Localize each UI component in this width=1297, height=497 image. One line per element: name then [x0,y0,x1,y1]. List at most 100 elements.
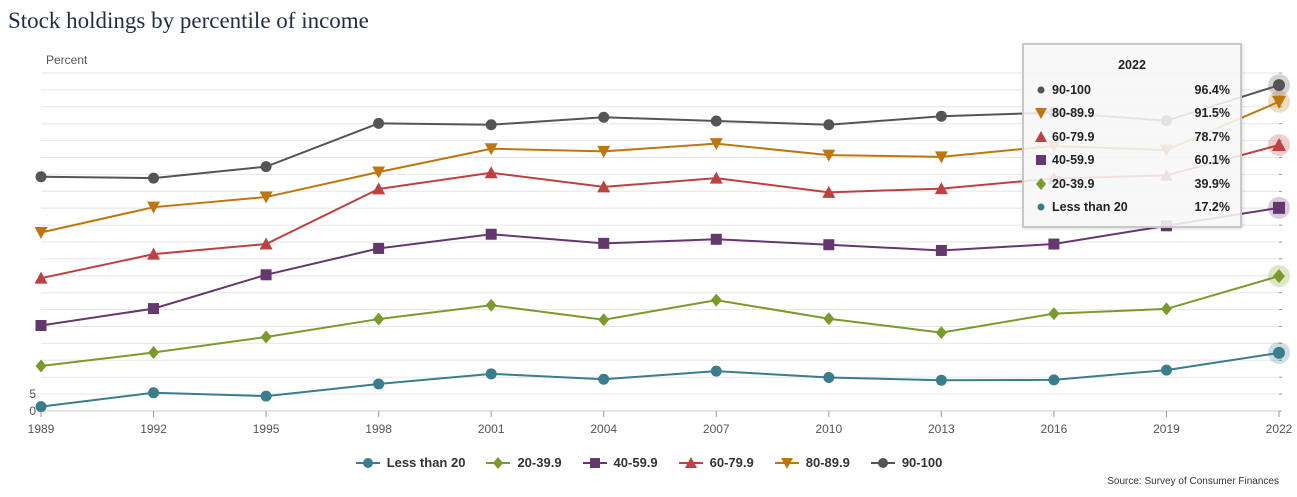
legend-triangle-down-icon [774,457,799,469]
data-point-90-100[interactable] [373,117,385,129]
data-point-80-89-9[interactable] [259,191,273,204]
tooltip: 2022 90-100 96.4% 80-89.9 91.5% 60-79.9 78.7%… [1022,43,1242,228]
data-point-less-than-20[interactable] [373,378,385,390]
legend-label: 80-89.9 [805,455,850,470]
data-point-less-than-20[interactable] [823,372,835,384]
legend-item[interactable]: 80-89.9 [774,455,850,470]
data-point-less-than-20[interactable] [148,387,160,399]
data-point-60-79-9[interactable] [822,185,836,198]
hover-point-40-59-9[interactable] [1273,201,1285,214]
data-point-40-59-9[interactable] [35,319,47,331]
data-point-40-59-9[interactable] [1048,238,1060,250]
hover-point-60-79-9[interactable] [1272,137,1286,151]
data-point-40-59-9[interactable] [260,269,272,281]
data-point-20-39-9[interactable] [373,312,385,326]
tooltip-row: 40-59.9 60.1% [1024,149,1240,173]
data-point-less-than-20[interactable] [35,401,47,413]
data-point-60-79-9[interactable] [709,171,723,184]
data-point-less-than-20[interactable] [1048,374,1060,386]
series-line-less-than-20 [40,351,1280,408]
data-point-40-59-9[interactable] [710,233,722,245]
data-point-80-89-9[interactable] [484,143,498,156]
data-point-60-79-9[interactable] [34,271,48,284]
data-point-less-than-20[interactable] [710,365,722,377]
tooltip-rows: 90-100 96.4% 80-89.9 91.5% 60-79.9 78.7% 40-59… [1024,78,1240,219]
series-line-20-39-9 [40,275,1280,368]
tooltip-row-label: 90-100 [1052,82,1091,97]
tooltip-row-label: 60-79.9 [1052,129,1095,144]
x-tick-label: 2019 [1153,422,1180,436]
tooltip-row-value: 78.7% [1194,129,1230,144]
legend-item[interactable]: Less than 20 [355,455,465,470]
data-point-less-than-20[interactable] [935,374,947,386]
hover-point-less-than-20[interactable] [1273,346,1285,359]
data-point-20-39-9[interactable] [35,359,47,373]
legend-item[interactable]: 40-59.9 [582,455,658,470]
data-point-60-79-9[interactable] [259,237,273,250]
data-point-90-100[interactable] [35,171,47,183]
data-point-20-39-9[interactable] [148,346,160,360]
y-tick-label: 5 [29,387,36,401]
hover-point-80-89-9[interactable] [1272,95,1286,109]
data-point-20-39-9[interactable] [1048,307,1060,321]
data-point-60-79-9[interactable] [484,166,498,179]
data-point-80-89-9[interactable] [709,138,723,151]
data-point-90-100[interactable] [823,119,835,131]
data-point-less-than-20[interactable] [485,368,497,380]
data-point-90-100[interactable] [935,110,947,122]
series-line-40-59-9 [40,206,1280,327]
legend-item[interactable]: 60-79.9 [678,455,754,470]
circle-icon [1034,83,1052,97]
legend-square-icon [582,457,607,468]
data-point-less-than-20[interactable] [260,390,272,402]
data-point-20-39-9[interactable] [598,313,610,327]
y-axis-label: Percent [46,53,88,67]
highlight-layer [1268,74,1290,364]
data-point-20-39-9[interactable] [935,326,947,340]
data-point-40-59-9[interactable] [373,242,385,254]
circle-icon [1034,200,1052,214]
tooltip-row: Less than 20 17.2% [1024,196,1240,220]
axes: 1989 1992 1995 1998 2001 2004 2007 2010 2013 2016… [28,53,1293,436]
data-point-20-39-9[interactable] [710,293,722,307]
data-point-80-89-9[interactable] [34,227,48,240]
data-point-less-than-20[interactable] [598,373,610,385]
data-point-80-89-9[interactable] [934,151,948,164]
data-point-40-59-9[interactable] [598,237,610,249]
data-point-80-89-9[interactable] [372,166,386,179]
data-point-80-89-9[interactable] [147,201,161,214]
x-tick-label: 1998 [365,422,392,436]
data-point-60-79-9[interactable] [372,182,386,195]
square-icon [1034,153,1052,167]
data-point-90-100[interactable] [485,119,497,131]
data-point-20-39-9[interactable] [485,298,497,312]
data-point-80-89-9[interactable] [597,145,611,158]
data-point-20-39-9[interactable] [1160,302,1172,316]
legend-item[interactable]: 20-39.9 [485,455,562,470]
x-tick-label: 1992 [140,422,167,436]
legend: Less than 20 20-39.9 40-59.9 60-79.9 80-89.9… [0,455,1297,470]
data-point-60-79-9[interactable] [934,182,948,195]
data-point-90-100[interactable] [598,111,610,123]
data-point-80-89-9[interactable] [822,149,836,162]
series-less-than-20 [35,347,1285,413]
data-point-60-79-9[interactable] [147,247,161,260]
data-point-40-59-9[interactable] [485,228,497,240]
data-point-90-100[interactable] [710,115,722,127]
hover-point-20-39-9[interactable] [1273,269,1285,284]
tooltip-row-value: 39.9% [1194,176,1230,191]
data-point-40-59-9[interactable] [935,244,947,256]
data-point-20-39-9[interactable] [823,312,835,326]
data-point-20-39-9[interactable] [260,330,272,344]
legend-label: 90-100 [901,455,943,470]
data-point-60-79-9[interactable] [597,180,611,193]
data-point-40-59-9[interactable] [823,239,835,251]
hover-point-90-100[interactable] [1273,79,1285,92]
data-point-90-100[interactable] [260,161,272,173]
data-point-90-100[interactable] [148,172,160,184]
chart-title: Stock holdings by percentile of income [8,8,369,33]
legend-item[interactable]: 90-100 [870,455,942,470]
tooltip-row: 60-79.9 78.7% [1024,125,1240,149]
data-point-40-59-9[interactable] [148,303,160,315]
data-point-less-than-20[interactable] [1160,364,1172,376]
